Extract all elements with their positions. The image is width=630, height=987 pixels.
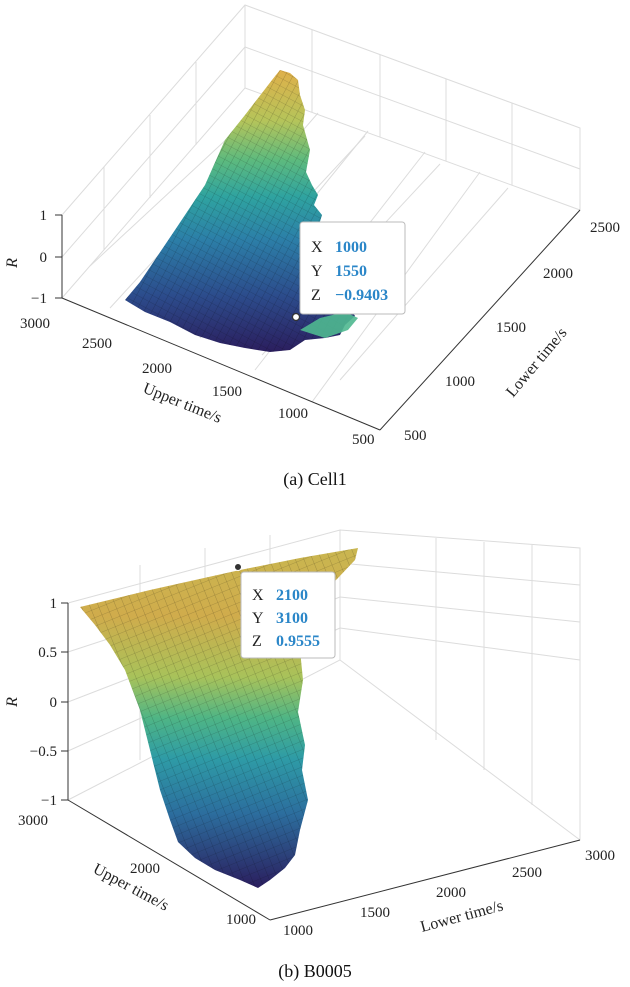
panel-a: 1 0 −1 R 3000 2500 2000 1500 1000 500 Up… [4,4,620,490]
y-tick: 1500 [496,320,526,336]
y-tick: 3000 [585,848,615,864]
x-tick: 1500 [212,384,242,400]
y-tick: 2000 [436,885,466,901]
y-tick: 1000 [283,923,313,939]
x-tick: 500 [352,432,375,448]
svg-text:X: X [252,587,264,604]
x-tick: 3000 [18,813,48,829]
panel-b-y-ticks: 1000 1500 2000 2500 3000 [283,848,615,939]
panel-b-caption: (b) B0005 [278,961,352,982]
x-tick: 1000 [278,406,308,422]
panel-b-datatip[interactable]: X 2100 Y 3100 Z 0.9555 [234,563,336,659]
x-tick: 1000 [226,912,256,928]
panel-b-z-ticks: 1 0.5 0 −0.5 −1 [30,596,57,809]
z-axis-label: R [4,258,21,269]
datatip-y-value: 1550 [335,263,367,280]
y-tick: 2500 [590,220,620,236]
z-tick: −1 [31,291,47,307]
z-tick: 1 [40,208,48,224]
z-tick: 0.5 [38,645,57,661]
svg-text:X: X [311,239,323,256]
panel-a-y-ticks: 500 1000 1500 2000 2500 [404,220,620,444]
datatip-x-value: 1000 [335,239,367,256]
panel-a-z-ticks: 1 0 −1 [31,208,47,307]
panel-b: 1 0.5 0 −0.5 −1 R 3000 2000 1000 Upper t… [4,529,615,982]
svg-text:Y: Y [252,610,264,627]
x-tick: 2000 [130,861,160,877]
y-tick: 500 [404,428,427,444]
z-tick: 0 [50,695,58,711]
panel-a-caption: (a) Cell1 [283,469,346,490]
panel-b-x-ticks: 3000 2000 1000 [18,813,256,928]
panel-b-axes [61,602,581,921]
panel-a-surface [125,70,358,352]
x-tick: 2000 [142,361,172,377]
panel-a-datatip[interactable]: X 1000 Y 1550 Z −0.9403 [291,221,406,322]
panel-a-axes [55,209,581,431]
svg-text:Y: Y [311,263,323,280]
datatip-marker[interactable] [234,563,242,571]
y-axis-label: Lower time/s [419,897,505,935]
svg-text:Z: Z [311,287,321,304]
y-axis-label: Lower time/s [503,325,571,401]
datatip-marker[interactable] [291,312,301,322]
z-tick: −1 [41,793,57,809]
panel-a-grid [61,4,581,403]
z-tick: 0 [40,250,48,266]
x-tick: 3000 [20,316,50,332]
y-tick: 2000 [543,266,573,282]
datatip-z-value: −0.9403 [335,287,388,304]
y-tick: 1000 [445,374,475,390]
x-tick: 2500 [82,336,112,352]
datatip-z-value: 0.9555 [276,633,320,650]
panel-a-x-ticks: 3000 2500 2000 1500 1000 500 [20,316,375,448]
z-tick: 1 [50,596,58,612]
z-axis-label: R [4,697,21,708]
datatip-x-value: 2100 [276,587,308,604]
y-tick: 1500 [360,905,390,921]
svg-text:Z: Z [252,633,262,650]
datatip-y-value: 3100 [276,610,308,627]
y-tick: 2500 [512,865,542,881]
z-tick: −0.5 [30,744,57,760]
